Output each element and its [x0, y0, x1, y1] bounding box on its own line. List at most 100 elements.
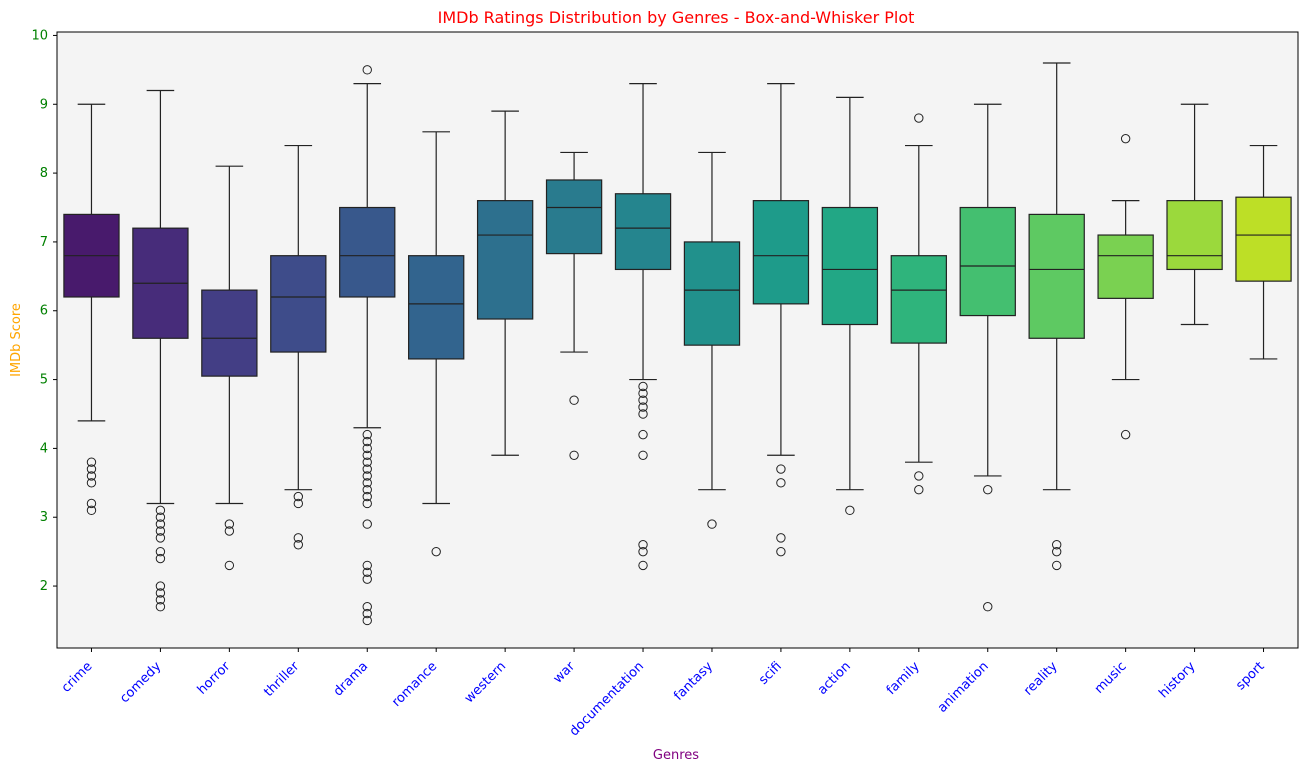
outlier-point — [1051, 540, 1062, 550]
outlier-point — [155, 602, 166, 612]
outlier-point — [224, 560, 235, 571]
box-iqr — [752, 200, 810, 305]
y-axis: 2 3 4 5 6 7 8 9 10 — [31, 28, 57, 594]
x-tick-label: documentation — [567, 659, 647, 739]
outlier-point — [362, 491, 372, 502]
x-tick-label: romance — [389, 659, 440, 710]
outlier-point — [293, 498, 304, 509]
outlier-point — [362, 443, 372, 454]
x-tick-label: war — [551, 659, 579, 687]
box-music — [1097, 133, 1154, 440]
y-tick-label: 9 — [40, 97, 48, 112]
box-reality — [1028, 62, 1085, 571]
boxes-group — [63, 62, 1292, 626]
box-scifi — [752, 83, 810, 557]
x-tick-label: reality — [1021, 659, 1061, 699]
y-tick-label: 8 — [40, 166, 48, 181]
box-comedy — [132, 89, 189, 612]
x-axis-label: Genres — [653, 748, 699, 763]
x-tick-label: crime — [59, 659, 96, 696]
x-tick-label: scifi — [756, 659, 785, 688]
outlier-point — [293, 491, 304, 502]
outlier-point — [362, 615, 372, 626]
outlier-point — [638, 450, 648, 460]
box-animation — [959, 103, 1016, 612]
outlier-point — [362, 560, 372, 571]
plot-area — [56, 31, 1299, 649]
outlier-point — [638, 429, 648, 440]
outlier-point — [362, 602, 372, 612]
outlier-point — [362, 498, 372, 509]
outlier-point — [914, 484, 924, 495]
outlier-point — [1120, 133, 1131, 144]
outlier-point — [155, 505, 166, 516]
outlier-point — [362, 608, 372, 619]
x-tick-label: family — [884, 659, 923, 698]
y-tick-label: 7 — [40, 235, 48, 250]
box-iqr — [476, 200, 534, 320]
outlier-point — [569, 450, 579, 460]
outlier-point — [638, 381, 648, 392]
y-tick-label: 6 — [40, 304, 48, 319]
outlier-point — [155, 581, 166, 591]
outlier-point — [914, 471, 924, 481]
outlier-point — [362, 471, 372, 481]
x-tick-label: horror — [195, 659, 234, 698]
x-tick-label: fantasy — [671, 659, 716, 704]
box-horror — [201, 165, 258, 571]
outlier-point — [155, 533, 166, 543]
box-iqr — [545, 179, 603, 255]
outlier-point — [86, 471, 97, 481]
y-tick-label: 3 — [40, 510, 48, 525]
x-tick-label: sport — [1233, 659, 1267, 693]
outlier-point — [638, 546, 648, 557]
outlier-point — [86, 478, 97, 488]
outlier-point — [776, 533, 786, 543]
box-iqr — [1028, 213, 1085, 339]
outlier-point — [362, 519, 372, 529]
x-tick-label: comedy — [117, 659, 164, 706]
outlier-point — [638, 395, 648, 405]
outlier-point — [155, 588, 166, 598]
outlier-point — [86, 457, 97, 467]
box-western — [476, 110, 534, 456]
box-iqr — [821, 206, 879, 326]
box-iqr — [270, 255, 327, 353]
outlier-point — [362, 436, 372, 447]
box-family — [890, 113, 947, 495]
x-tick-label: music — [1092, 659, 1130, 697]
box-iqr — [890, 255, 947, 344]
outlier-point — [776, 478, 786, 488]
outlier-point — [155, 526, 166, 536]
box-iqr — [1097, 234, 1154, 299]
x-tick-label: thriller — [261, 659, 302, 700]
outlier-point — [86, 498, 97, 509]
outlier-point — [776, 464, 786, 474]
box-iqr — [201, 289, 258, 377]
outlier-point — [362, 478, 372, 488]
box-iqr — [683, 241, 741, 346]
outlier-point — [362, 457, 372, 467]
outlier-point — [362, 464, 372, 474]
outlier-point — [707, 519, 717, 529]
box-sport — [1235, 144, 1292, 360]
outlier-point — [983, 484, 993, 495]
outlier-point — [1120, 429, 1131, 440]
outlier-point — [638, 540, 648, 550]
y-tick-label: 10 — [31, 28, 48, 43]
y-axis-label: IMDb Score — [9, 303, 24, 377]
x-tick-label: drama — [331, 659, 371, 699]
box-fantasy — [683, 151, 741, 529]
x-tick-label: action — [815, 659, 854, 698]
outlier-point — [362, 429, 372, 440]
box-iqr — [1166, 200, 1223, 271]
outlier-point — [224, 526, 235, 536]
outlier-point — [155, 553, 166, 564]
outlier-point — [1051, 546, 1062, 557]
outlier-point — [155, 519, 166, 529]
box-iqr — [959, 206, 1016, 317]
outlier-point — [293, 533, 304, 543]
box-iqr — [408, 255, 465, 360]
y-tick-label: 2 — [40, 579, 48, 594]
